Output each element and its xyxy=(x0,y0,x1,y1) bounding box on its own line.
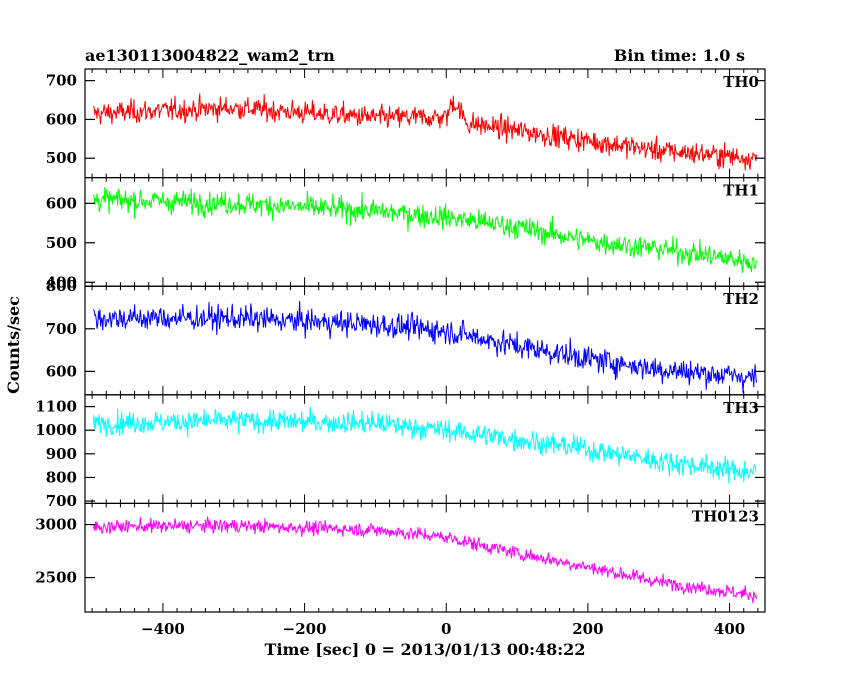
series-line-th2 xyxy=(93,300,757,393)
panel-label-th3: TH3 xyxy=(723,399,759,417)
panel-frame-th0123 xyxy=(84,502,766,613)
observation-title: ae130113004822_wam2_trn xyxy=(85,46,335,65)
y-tick-label: 1000 xyxy=(35,421,77,439)
panels-group: TH0 500 600 700 TH1 400 500 600 TH2 600 700 800 TH3 7… xyxy=(35,68,766,638)
panel-label-th2: TH2 xyxy=(723,290,759,308)
panel-frame-th0 xyxy=(84,68,766,179)
y-tick-label: 3000 xyxy=(35,516,77,534)
y-tick-label: 400 xyxy=(46,273,77,291)
series-line-th0 xyxy=(93,93,757,171)
y-tick-label: 700 xyxy=(46,72,77,90)
panel-frame-th3 xyxy=(84,394,766,504)
y-tick-label: 800 xyxy=(46,468,77,486)
x-tick-label: −400 xyxy=(141,620,185,638)
series-line-th3 xyxy=(93,406,757,484)
y-tick-label: 600 xyxy=(46,194,77,212)
panel-label-th1: TH1 xyxy=(723,182,759,200)
y-tick-label: 800 xyxy=(46,277,77,295)
y-tick-label: 1100 xyxy=(35,398,77,416)
series-line-th1 xyxy=(93,187,757,273)
y-tick-label: 600 xyxy=(46,362,77,380)
panel-label-th0123: TH0123 xyxy=(692,507,759,525)
x-tick-label: −200 xyxy=(283,620,327,638)
bin-time-label: Bin time: 1.0 s xyxy=(614,46,745,65)
x-axis-label: Time [sec] 0 = 2013/01/13 00:48:22 xyxy=(265,640,586,659)
series-line-th0123 xyxy=(93,516,757,604)
x-tick-label: 0 xyxy=(441,620,451,638)
y-tick-label: 500 xyxy=(46,234,77,252)
x-tick-label: 200 xyxy=(572,620,603,638)
y-tick-label: 2500 xyxy=(35,569,77,587)
y-tick-label: 500 xyxy=(46,149,77,167)
y-tick-label: 900 xyxy=(46,445,77,463)
y-tick-label: 700 xyxy=(46,492,77,510)
panel-frame-th1 xyxy=(84,177,766,287)
panel-label-th0: TH0 xyxy=(723,73,759,91)
y-tick-label: 700 xyxy=(46,320,77,338)
y-axis-label: Counts/sec xyxy=(4,296,23,394)
x-tick-label: 400 xyxy=(714,620,745,638)
y-tick-label: 600 xyxy=(46,110,77,128)
